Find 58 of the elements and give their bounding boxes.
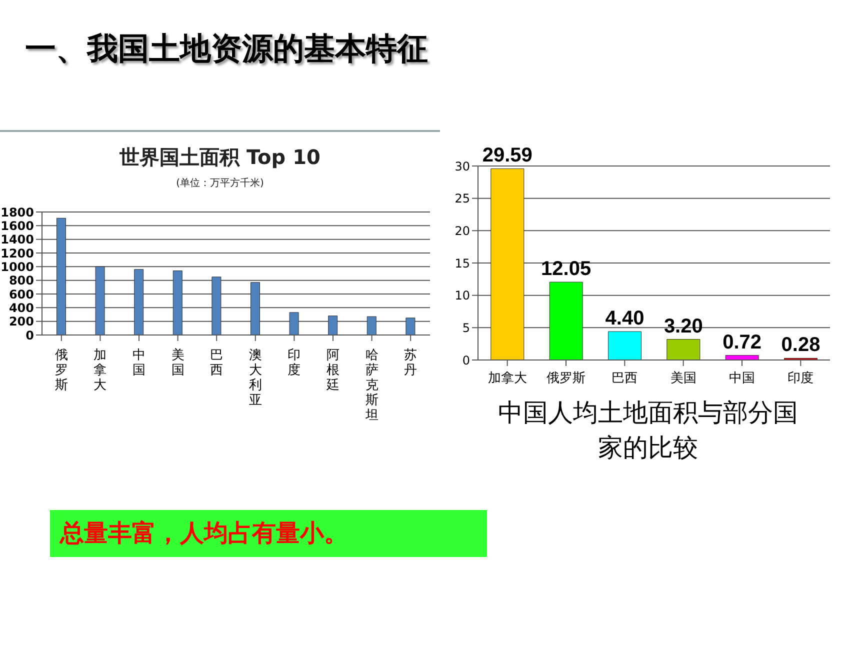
x-tick-label: 苏丹 — [404, 348, 418, 378]
bar — [56, 218, 66, 335]
bar — [250, 282, 260, 335]
y-tick-label: 0 — [26, 328, 34, 342]
y-tick-label: 1200 — [0, 246, 34, 260]
bar — [666, 339, 700, 360]
y-tick-label: 800 — [8, 274, 34, 288]
y-tick-label: 200 — [8, 314, 34, 329]
x-tick-label: 美国 — [171, 347, 184, 378]
y-tick-label: 10 — [454, 288, 470, 303]
x-tick-label: 巴西 — [612, 371, 638, 386]
bar — [549, 282, 583, 360]
y-tick-label: 1800 — [0, 205, 34, 220]
data-label: 0.28 — [781, 334, 820, 356]
x-tick-label: 中国 — [729, 371, 755, 386]
bar — [608, 331, 642, 360]
x-tick-label: 哈萨克斯坦 — [364, 348, 378, 423]
x-tick-label: 加拿大 — [488, 371, 527, 386]
y-tick-label: 20 — [454, 224, 470, 238]
chart-subtitle: (单位：万平方千米) — [175, 176, 265, 190]
x-tick-label: 俄罗斯 — [546, 371, 586, 386]
x-tick-label: 俄罗斯 — [54, 348, 68, 393]
bar — [172, 270, 182, 335]
y-tick-label: 30 — [454, 159, 470, 174]
data-label: 12.05 — [541, 258, 592, 280]
x-tick-label: 阿根廷 — [326, 348, 340, 393]
y-tick-label: 5 — [462, 320, 470, 335]
y-tick-label: 1600 — [0, 218, 34, 233]
bar — [95, 266, 105, 335]
y-tick-label: 1000 — [0, 260, 34, 274]
bar — [328, 316, 338, 335]
y-tick-label: 0 — [462, 353, 470, 368]
bar — [406, 318, 416, 335]
x-tick-label: 巴西 — [210, 348, 224, 378]
x-tick-label: 美国 — [670, 370, 696, 386]
text: 中国人均土地面积与部分国家的比较 — [498, 397, 798, 464]
x-tick-label: 印度 — [288, 348, 301, 378]
y-tick-label: 1400 — [0, 232, 34, 247]
bar — [725, 355, 759, 360]
bar — [289, 312, 299, 335]
bar — [490, 168, 524, 360]
y-tick-label: 400 — [8, 300, 34, 315]
chart-title: 世界国土面积 Top 10 — [118, 144, 322, 171]
y-tick-label: 15 — [454, 256, 470, 270]
bar — [134, 269, 144, 335]
y-tick-label: 600 — [8, 287, 34, 302]
data-label: 29.59 — [482, 144, 532, 167]
bar — [366, 316, 376, 335]
data-label: 0.72 — [722, 331, 762, 354]
bar — [212, 276, 222, 335]
text: 总量丰富，人均占有量小。 — [50, 510, 487, 557]
x-tick-label: 印度 — [788, 370, 814, 386]
x-tick-label: 加拿大 — [94, 348, 107, 393]
y-tick-label: 25 — [454, 192, 470, 206]
data-label: 4.40 — [605, 308, 644, 330]
x-tick-label: 澳大利亚 — [248, 348, 262, 408]
x-tick-label: 中国 — [132, 348, 146, 378]
text: 一、我国土地资源的基本特征 — [25, 30, 428, 69]
